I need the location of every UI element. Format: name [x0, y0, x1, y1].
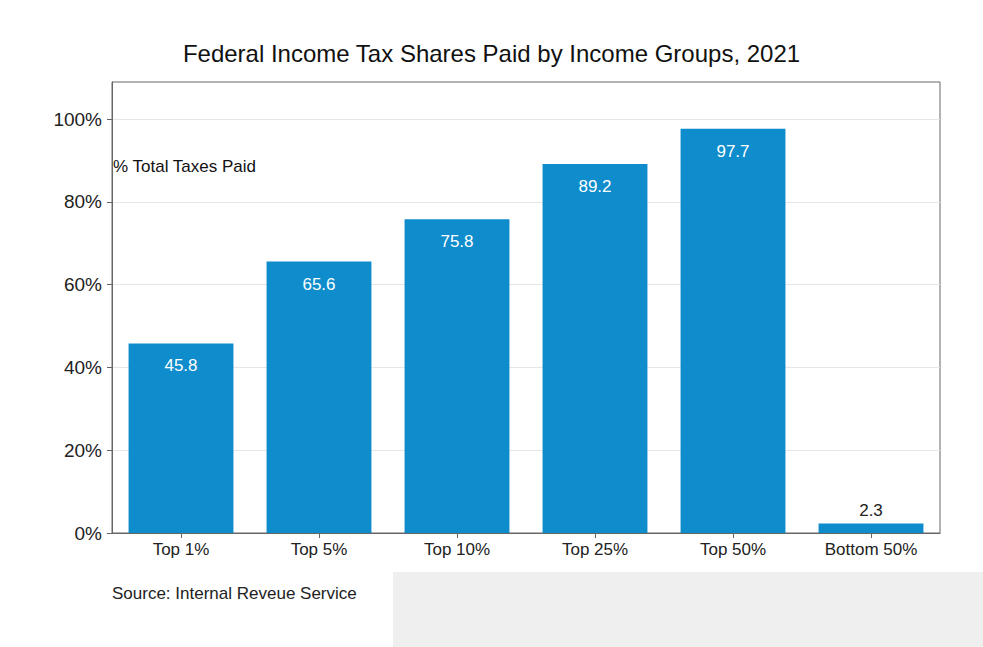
svg-text:75.8: 75.8 [440, 232, 473, 251]
svg-text:2.3: 2.3 [859, 501, 883, 520]
svg-text:65.6: 65.6 [302, 275, 335, 294]
svg-text:Bottom 50%: Bottom 50% [825, 540, 918, 559]
svg-text:45.8: 45.8 [164, 356, 197, 375]
svg-text:80%: 80% [64, 191, 102, 212]
svg-text:Top 1%: Top 1% [153, 540, 210, 559]
svg-text:Top 10%: Top 10% [424, 540, 490, 559]
svg-text:97.7: 97.7 [716, 142, 749, 161]
svg-text:% Total Taxes Paid: % Total Taxes Paid [113, 157, 256, 176]
svg-text:Top 25%: Top 25% [562, 540, 628, 559]
svg-text:0%: 0% [75, 523, 103, 544]
svg-text:60%: 60% [64, 274, 102, 295]
svg-text:20%: 20% [64, 440, 102, 461]
svg-text:Top 50%: Top 50% [700, 540, 766, 559]
svg-text:Federal Income Tax Shares Paid: Federal Income Tax Shares Paid by Income… [183, 40, 800, 67]
svg-text:100%: 100% [53, 109, 102, 130]
svg-text:Top 5%: Top 5% [291, 540, 348, 559]
svg-text:89.2: 89.2 [578, 177, 611, 196]
svg-text:40%: 40% [64, 357, 102, 378]
svg-text:Source: Internal Reveue Servic: Source: Internal Reveue Service [112, 584, 357, 603]
